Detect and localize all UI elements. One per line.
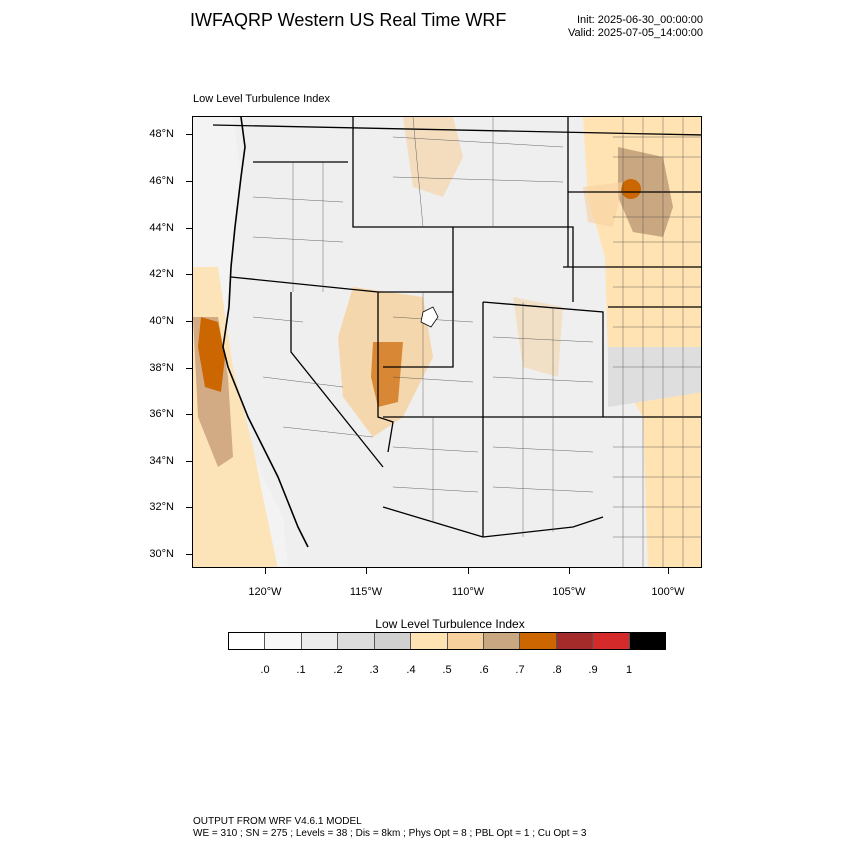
plains-turbulence-area [583,117,701,567]
lat-tick [186,228,192,229]
colorbar [228,632,666,650]
colorbar-swatch [301,633,339,649]
lat-label: 34°N [149,455,174,467]
lat-label: 48°N [149,128,174,140]
colorbar-label: .0 [260,664,270,676]
plains-low-band [608,347,701,407]
id-mt-border [352,117,453,228]
lon-label: 105°W [552,586,586,598]
colorbar-swatch [629,633,666,649]
init-time: Init: 2025-06-30_00:00:00 [577,14,703,26]
colorbar-label: .2 [333,664,343,676]
lat-tick [186,181,192,182]
colorbar-swatch [556,633,594,649]
lat-label: 42°N [149,268,174,280]
model-config: WE = 310 ; SN = 275 ; Levels = 38 ; Dis … [193,828,587,839]
colorado-turbulence [513,297,563,377]
lat-tick [186,368,192,369]
model-footer: OUTPUT FROM WRF V4.6.1 MODEL WE = 310 ; … [193,816,586,840]
or-ca-border [230,276,379,293]
ca-nv-border [290,292,384,468]
colorbar-swatch [447,633,484,649]
lat-tick [186,554,192,555]
plains-high-area [621,179,641,199]
colorbar-swatch [338,633,375,649]
lon-tick [265,568,266,574]
colorbar-label: .9 [588,664,598,676]
lat-tick [186,321,192,322]
colorbar-label: .1 [296,664,306,676]
colorbar-label: .5 [442,664,452,676]
colorbar-swatch [374,633,412,649]
lat-tick [186,134,192,135]
lat-label: 36°N [149,408,174,420]
turbulence-map [192,116,702,568]
map-canvas [193,117,701,567]
lat-label: 32°N [149,501,174,513]
nm-mexico-border [482,516,604,538]
utah-high-area [371,342,403,407]
colorbar-swatch [265,633,302,649]
colorbar-swatch [483,633,521,649]
lon-label: 115°W [349,586,383,598]
colorbar-swatch [229,633,266,649]
coastline [222,117,309,548]
lat-label: 46°N [149,175,174,187]
lon-tick [366,568,367,574]
lon-tick [569,568,570,574]
colorbar-label: .8 [552,664,562,676]
lat-label: 38°N [149,362,174,374]
lon-label: 120°W [248,586,282,598]
lat-label: 44°N [149,222,174,234]
lon-tick [468,568,469,574]
lat-tick [186,414,192,415]
northern-rockies-turbulence [403,117,463,197]
colorbar-label: .6 [479,664,489,676]
colorbar-swatch [520,633,557,649]
lat-tick [186,274,192,275]
colorbar-swatch [411,633,448,649]
dakota-turbulence [583,182,623,227]
colorbar-title: Low Level Turbulence Index [375,617,525,631]
lon-tick [668,568,669,574]
map-title: IWFAQRP Western US Real Time WRF [190,10,507,30]
run-time-info: Init: 2025-06-30_00:00:00 Valid: 2025-07… [568,14,703,40]
valid-time: Valid: 2025-07-05_14:00:00 [568,27,703,39]
lat-label: 30°N [149,548,174,560]
lat-tick [186,461,192,462]
great-salt-lake [420,306,439,328]
colorbar-label: 1 [625,664,633,676]
colorbar-swatch [593,633,630,649]
lat-tick [186,507,192,508]
county-lines [252,117,701,567]
coastal-high-area [198,317,225,392]
ut-border [383,227,454,368]
canada-border [212,124,701,136]
lat-label: 40°N [149,315,174,327]
colorbar-label: .3 [369,664,379,676]
colorbar-label: .4 [406,664,416,676]
lon-label: 100°W [651,586,685,598]
model-version: OUTPUT FROM WRF V4.6.1 MODEL [193,816,362,827]
lon-label: 110°W [451,586,485,598]
field-subtitle: Low Level Turbulence Index [193,93,330,105]
nv-ut-border [377,292,394,453]
colorbar-label: .7 [515,664,525,676]
